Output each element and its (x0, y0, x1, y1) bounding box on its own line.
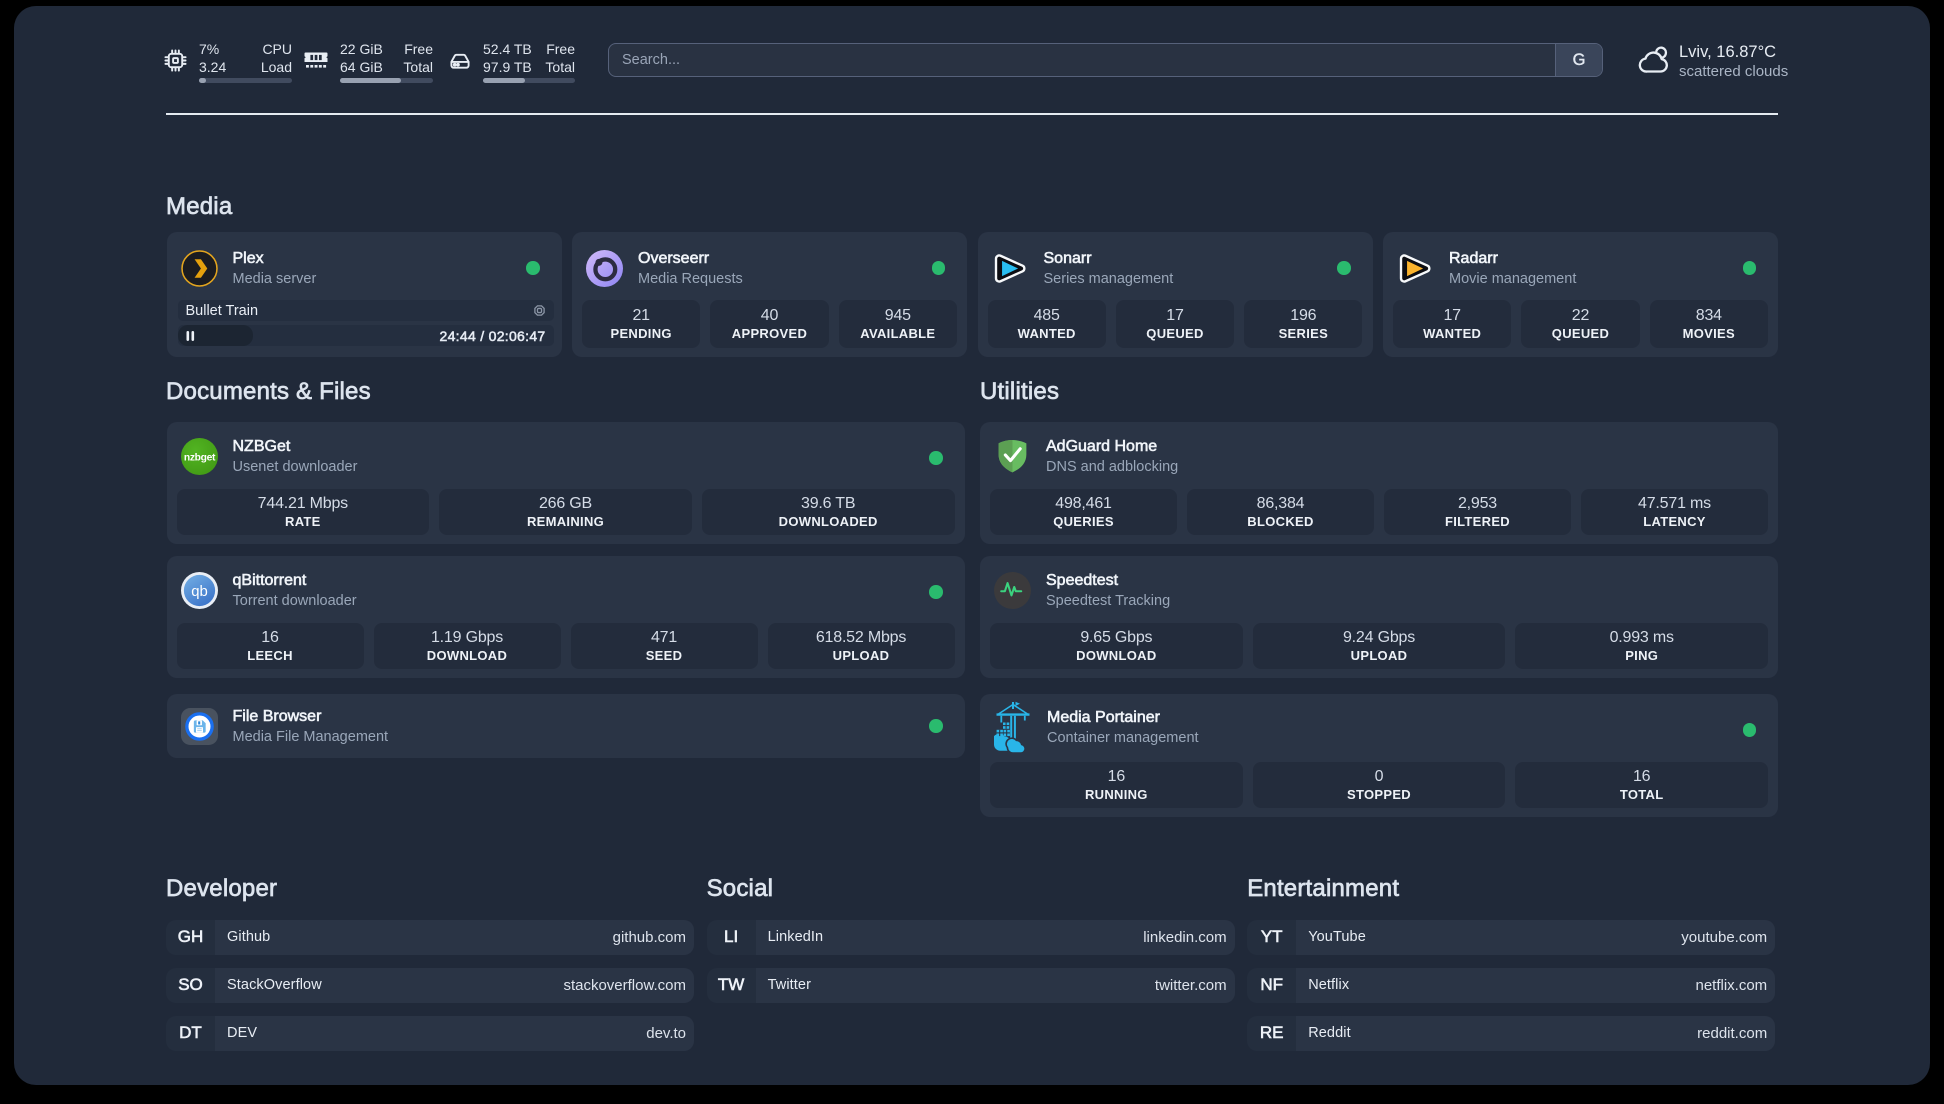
svg-text:nzbget: nzbget (183, 452, 215, 463)
svg-text:qb: qb (191, 584, 208, 600)
